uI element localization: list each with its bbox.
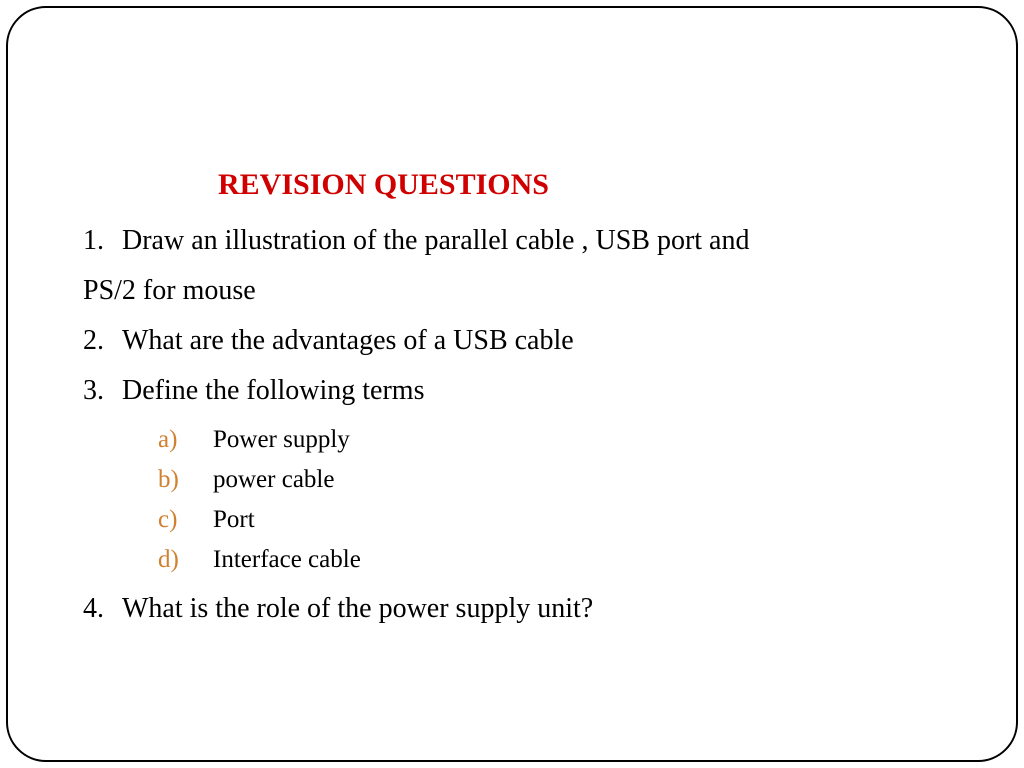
question-1-cont: PS/2 for mouse <box>83 270 941 312</box>
sub-text-d: Interface cable <box>213 546 361 573</box>
sub-marker-a: a) <box>158 420 213 460</box>
q3-number: 3. <box>83 370 104 412</box>
q2-number: 2. <box>83 320 104 362</box>
q1-text-line1: Draw an illustration of the parallel cab… <box>122 225 749 256</box>
question-2: 2. What are the advantages of a USB cable <box>83 320 941 362</box>
slide-title: REVISION QUESTIONS <box>218 168 941 202</box>
sub-list: a)Power supply b)power cable c)Port d)In… <box>158 420 941 580</box>
sub-marker-d: d) <box>158 540 213 580</box>
sub-item-b: b)power cable <box>158 460 941 500</box>
sub-item-a: a)Power supply <box>158 420 941 460</box>
q1-number: 1. <box>83 220 104 262</box>
sub-item-d: d)Interface cable <box>158 540 941 580</box>
sub-text-a: Power supply <box>213 426 350 453</box>
sub-text-b: power cable <box>213 466 334 493</box>
q4-text: What is the role of the power supply uni… <box>122 593 593 624</box>
question-4: 4. What is the role of the power supply u… <box>83 588 941 630</box>
sub-item-c: c)Port <box>158 500 941 540</box>
sub-marker-c: c) <box>158 500 213 540</box>
slide-content: REVISION QUESTIONS 1. Draw an illustratio… <box>83 58 941 630</box>
sub-text-c: Port <box>213 506 255 533</box>
question-3: 3. Define the following terms <box>83 370 941 412</box>
slide-frame: REVISION QUESTIONS 1. Draw an illustratio… <box>6 6 1018 762</box>
question-1: 1. Draw an illustration of the parallel c… <box>83 220 941 262</box>
q4-number: 4. <box>83 588 104 630</box>
q2-text: What are the advantages of a USB cable <box>122 325 574 356</box>
q3-text: Define the following terms <box>122 375 424 406</box>
sub-marker-b: b) <box>158 460 213 500</box>
